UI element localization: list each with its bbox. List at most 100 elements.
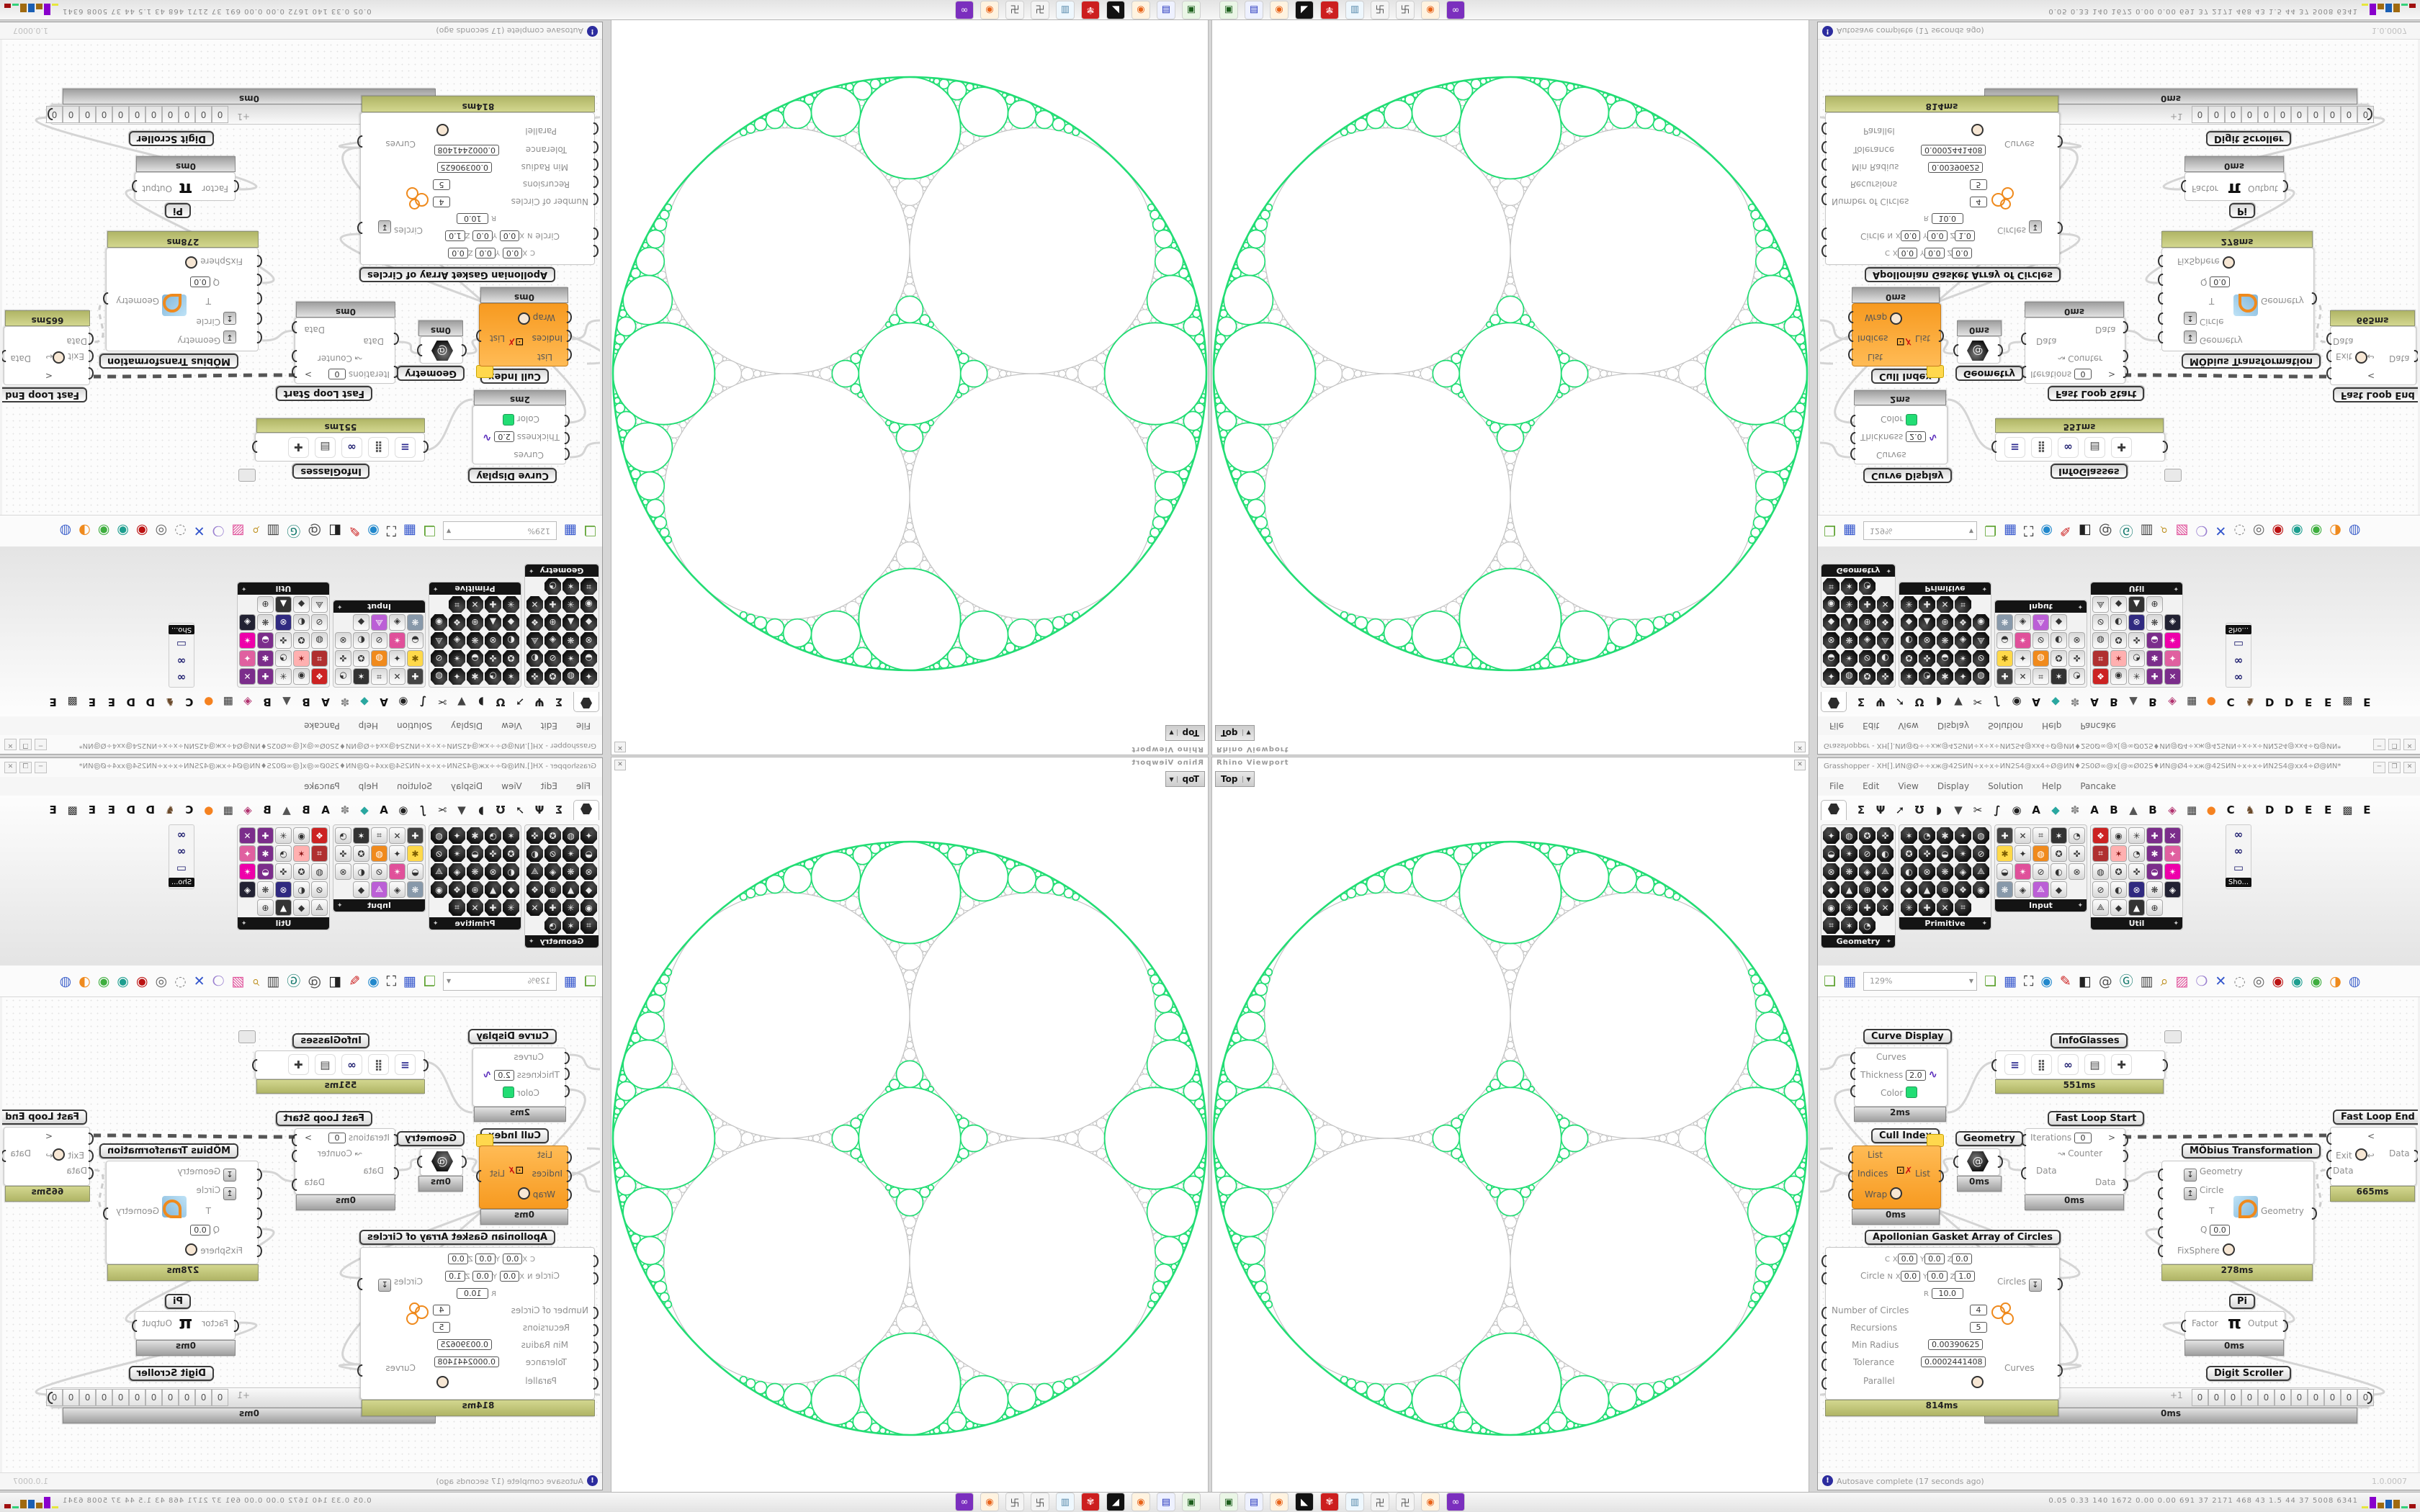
save-file-icon[interactable]: ▦ [403, 973, 416, 989]
component-icon[interactable]: ✦ [581, 827, 597, 844]
component-icon[interactable]: ✕ [1877, 899, 1894, 916]
component-icon[interactable]: ✴ [449, 845, 465, 862]
component-icon[interactable]: ✕ [239, 668, 256, 685]
component-icon[interactable]: ⊗ [335, 632, 351, 649]
component-icon[interactable]: ⊕ [467, 881, 483, 898]
ribbon-tab-16[interactable]: B [2148, 804, 2157, 816]
ribbon-tab-10[interactable]: A [2032, 804, 2040, 816]
component-icon[interactable]: ◉ [293, 827, 310, 844]
taskbar-icon-inkcat[interactable]: ◣ [1296, 1493, 1313, 1511]
component-icon[interactable]: ⊗ [581, 863, 597, 880]
component-icon[interactable]: ❖ [449, 614, 465, 631]
component-icon[interactable]: ⊗ [275, 881, 292, 898]
component-icon[interactable]: ⊘ [2092, 881, 2109, 898]
zoom-level-input[interactable]: 129% ▼ [443, 971, 557, 991]
component-icon[interactable]: ✦ [2164, 650, 2181, 667]
component-icon[interactable]: ⌗ [449, 899, 465, 916]
component-icon[interactable]: ✪ [293, 632, 310, 649]
ribbon-tab-3[interactable]: ➚ [1895, 804, 1905, 816]
component-icon[interactable]: ◐ [526, 650, 543, 667]
node-label[interactable]: InfoGlasses [292, 464, 369, 479]
preview-shaded-icon[interactable]: ◉ [2272, 523, 2285, 539]
menu-view[interactable]: View [501, 781, 522, 791]
component-icon[interactable]: ✕ [1877, 596, 1894, 613]
open-file-icon[interactable]: ❏ [1824, 523, 1837, 539]
taskbar-icon-maze-2[interactable]: 卍 [1006, 1493, 1023, 1511]
component-icon[interactable]: ✶ [353, 827, 369, 844]
component-icon[interactable]: ⌗ [2092, 650, 2109, 667]
grasshopper-window[interactable]: Grasshopper - XH[].ИN@Ø÷÷хж@42SИN÷х÷х÷ИN… [1817, 22, 2420, 755]
taskbar-icon-gear-red[interactable]: ✾ [1321, 1493, 1338, 1511]
component-icon[interactable]: ⊕ [2146, 596, 2163, 613]
ribbon-tab-24[interactable]: E [2305, 696, 2313, 708]
digit-increment[interactable]: +1 [2170, 1390, 2183, 1400]
component-icon[interactable]: ◍ [2033, 650, 2049, 667]
component-icon[interactable]: ◉ [581, 596, 597, 613]
component-icon[interactable]: ✦ [389, 650, 405, 667]
infoglasses-icon-4[interactable]: ✚ [2111, 437, 2132, 458]
ribbon-tab-10[interactable]: A [2032, 696, 2040, 708]
component-icon[interactable]: ◒ [581, 650, 597, 667]
tolerance-value[interactable]: 0.0002441408 [1921, 1356, 1986, 1367]
menu-help[interactable]: Help [358, 781, 379, 791]
component-icon[interactable]: ✦ [449, 668, 465, 685]
digit-cell[interactable]: 0 [2241, 106, 2258, 123]
component-icon[interactable]: ◔ [2069, 668, 2085, 685]
select-teal-icon[interactable]: ◉ [117, 523, 129, 539]
palette-title[interactable]: Input ✦ [1995, 899, 2087, 912]
jump-wires-icon[interactable]: ✕ [193, 523, 205, 539]
ribbon-tab-21[interactable]: ♞ [165, 804, 175, 816]
menu-help[interactable]: Help [2041, 781, 2062, 791]
ribbon-tab-11[interactable]: ◆ [2051, 696, 2060, 708]
ribbon-tab-24[interactable]: E [2305, 804, 2313, 816]
component-icon[interactable]: ✪ [293, 863, 310, 880]
taskbar-icon-firefox[interactable]: ◉ [1132, 1, 1150, 19]
ribbon-tab-10[interactable]: A [380, 804, 388, 816]
node-label[interactable]: MÖbius Transformation [2182, 1143, 2321, 1158]
node-label[interactable]: Fast Loop End [2, 1110, 87, 1125]
preview-off-icon[interactable]: ◌ [2233, 523, 2246, 539]
component-icon[interactable]: ◔ [1859, 578, 1876, 595]
finder-magnifier-icon[interactable]: ⌕ [251, 973, 260, 989]
ribbon-tab-26[interactable]: ▩ [67, 804, 78, 816]
grasshopper-window[interactable]: Grasshopper - XH[].ИN@Ø÷÷хж@42SИN÷х÷х÷ИN… [1817, 757, 2420, 1490]
component-icon[interactable]: ✴ [389, 632, 405, 649]
digit-cell[interactable]: 0 [2258, 106, 2275, 123]
component-icon[interactable]: ✚ [407, 827, 424, 844]
board-icon[interactable]: ▭ [176, 861, 187, 874]
component-icon[interactable]: ⌗ [449, 596, 465, 613]
digit-cell[interactable]: 0 [2291, 106, 2308, 123]
node-label[interactable]: MÖbius Transformation [2182, 354, 2321, 369]
component-icon[interactable]: ✴ [239, 632, 256, 649]
component-icon[interactable]: ✚ [544, 899, 561, 916]
component-icon[interactable]: ✴ [563, 650, 579, 667]
component-icon[interactable]: ◍ [563, 668, 579, 685]
select-orange-icon[interactable]: ◑ [2329, 973, 2341, 989]
digit-cell[interactable]: 0 [2324, 1389, 2341, 1406]
component-icon[interactable]: ◆ [293, 596, 310, 613]
component-icon[interactable]: ◒ [581, 845, 597, 862]
palette-title[interactable]: Util ✦ [238, 582, 329, 595]
component-icon[interactable]: ✱ [1996, 845, 2013, 862]
iterations-value[interactable]: 0 [328, 1133, 346, 1143]
open-folder-icon[interactable]: ❏ [1984, 973, 1997, 989]
viewport-view-selector[interactable]: Top ▼ [1215, 771, 1255, 787]
component-icon[interactable]: ✦ [2015, 650, 2031, 667]
component-icon[interactable]: ✦ [2015, 845, 2031, 862]
component-icon[interactable]: ⟁ [2092, 899, 2109, 916]
component-icon[interactable]: ✱ [407, 650, 424, 667]
digit-cell[interactable]: 0 [2208, 1389, 2225, 1406]
select-blue-icon[interactable]: ◍ [59, 523, 72, 539]
preview-off-icon[interactable]: ◌ [174, 523, 187, 539]
save-file-icon[interactable]: ▦ [1843, 523, 1856, 539]
component-icon[interactable]: ✴ [2015, 632, 2031, 649]
ribbon-tab-12[interactable]: ✽ [340, 696, 350, 708]
digit-cell[interactable]: 0 [2192, 106, 2208, 123]
box-display-icon[interactable]: ◧ [328, 973, 342, 989]
component-icon[interactable]: ◈ [239, 881, 256, 898]
maximize-icon[interactable]: ❐ [19, 762, 32, 773]
component-icon[interactable]: ⊗ [485, 632, 501, 649]
ribbon-tab-0[interactable] [1821, 800, 1847, 820]
minimize-icon[interactable]: ─ [35, 739, 47, 750]
wrap-toggle[interactable] [1890, 312, 1903, 325]
